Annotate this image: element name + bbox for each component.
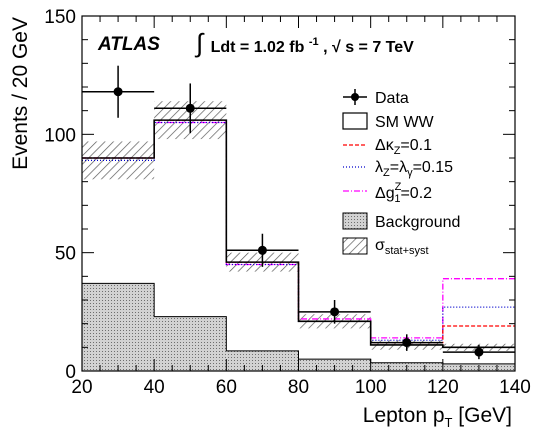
- legend: Data SM WW ΔκZ=0.1 λZ=λγ=0.15 ΔgZ 1=0.2 B…: [342, 89, 460, 257]
- legend-background-label: Background: [375, 214, 460, 231]
- y-axis-title: Events / 20 GeV: [9, 17, 32, 170]
- lambda-line: [82, 121, 515, 341]
- lumi-exponent: -1: [309, 36, 319, 48]
- x-tick-label: 20: [71, 377, 92, 398]
- x-tick-label: 100: [355, 377, 387, 398]
- data-point: [474, 347, 484, 357]
- integral-sign: ∫: [194, 28, 205, 58]
- lumi-value: Ldt = 1.02 fb: [211, 39, 305, 56]
- legend-smww-box: [342, 112, 368, 130]
- data-point: [113, 87, 123, 97]
- luminosity-label: ∫ Ldt = 1.02 fb -1 , √ s = 7 TeV: [194, 28, 414, 58]
- legend-data-label: Data: [375, 90, 409, 107]
- lumi-separator: ,: [323, 39, 327, 56]
- x-tick-label: 60: [216, 377, 237, 398]
- data-points: [82, 65, 515, 360]
- legend-lambda-label: λZ=λγ=0.15: [375, 159, 453, 179]
- data-point: [402, 338, 412, 348]
- data-point: [257, 245, 267, 255]
- legend-g1-label: ΔgZ 1=0.2: [375, 181, 432, 205]
- legend-sigma-box: [342, 237, 368, 255]
- x-tick-label: 120: [427, 377, 459, 398]
- sqrt-sign: √: [332, 39, 341, 56]
- data-point: [185, 103, 195, 113]
- background-bar: [154, 316, 227, 371]
- x-axis-title: Lepton pT [GeV]: [363, 404, 512, 430]
- y-tick-label: 0: [65, 362, 76, 383]
- axis-ticks: 20 40 60 80 100 120 140 0 50 100 150: [44, 7, 531, 398]
- data-point: [330, 307, 340, 317]
- atlas-label: ATLAS: [97, 34, 160, 55]
- x-tick-label: 80: [288, 377, 309, 398]
- prediction-lines: [82, 119, 515, 349]
- legend-kappa-label: ΔκZ=0.1: [375, 137, 432, 157]
- background-bar: [82, 283, 155, 371]
- x-tick-label: 140: [499, 377, 531, 398]
- y-tick-label: 50: [55, 244, 76, 265]
- y-tick-label: 100: [44, 125, 76, 146]
- legend-data-marker: [351, 93, 359, 101]
- legend-sigma-label: σstat+syst: [375, 237, 429, 257]
- legend-background-box: [342, 212, 368, 230]
- y-tick-label: 150: [44, 7, 76, 28]
- sm-ww-line: [82, 119, 515, 349]
- x-tick-label: 40: [144, 377, 165, 398]
- legend-smww-label: SM WW: [375, 114, 435, 131]
- energy-value: s = 7 TeV: [345, 39, 414, 56]
